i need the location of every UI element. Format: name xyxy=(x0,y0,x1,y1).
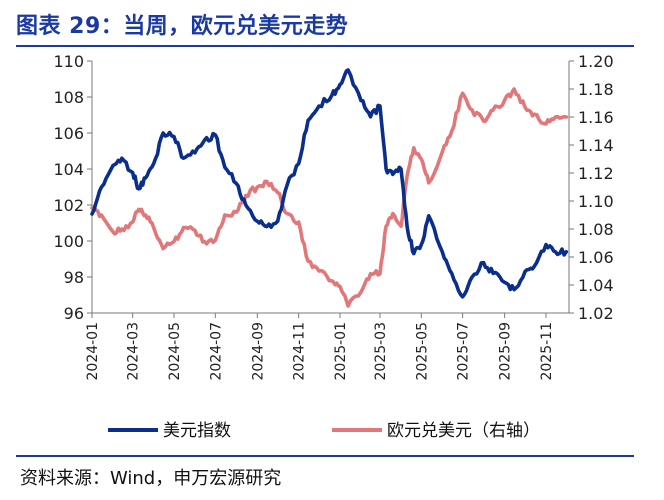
x-tick-label: 2024-05 xyxy=(167,322,183,381)
left-tick-label: 96 xyxy=(64,304,84,323)
legend-item-eurusd-label: 欧元兑美元（右轴） xyxy=(387,421,540,441)
source-note: 资料来源：Wind，申万宏源研究 xyxy=(20,468,282,489)
x-tick-label: 2025-05 xyxy=(414,322,430,381)
left-tick-label: 108 xyxy=(53,88,84,107)
series-line-dxy xyxy=(90,68,569,299)
x-tick-label: 2025-07 xyxy=(456,322,472,381)
left-axis: 96 98 100 102 104 106 108 110 xyxy=(53,52,92,323)
right-tick-label: 1.18 xyxy=(578,80,614,99)
x-axis: 2024-01 2024-03 2024-05 2024-07 2024-09 2024-… xyxy=(85,313,555,381)
left-tick-label: 98 xyxy=(64,268,84,287)
right-tick-label: 1.08 xyxy=(578,220,614,239)
right-tick-label: 1.02 xyxy=(578,304,614,323)
right-tick-label: 1.12 xyxy=(578,164,614,183)
footer-divider xyxy=(16,455,634,457)
x-tick-label: 2025-03 xyxy=(373,322,389,381)
right-tick-label: 1.20 xyxy=(578,52,614,71)
x-tick-label: 2025-01 xyxy=(333,322,349,381)
series-lines xyxy=(90,68,569,308)
series-line-eurusd xyxy=(90,87,569,308)
right-tick-label: 1.16 xyxy=(578,108,614,127)
title-divider xyxy=(16,45,634,47)
plot-frame xyxy=(91,61,570,314)
right-tick-label: 1.06 xyxy=(578,248,614,267)
page-title: 图表 29：当周，欧元兑美元走势 xyxy=(16,14,349,39)
legend: 美元指数 欧元兑美元（右轴） xyxy=(108,421,540,441)
left-tick-label: 100 xyxy=(53,232,84,251)
left-tick-label: 110 xyxy=(53,52,84,71)
left-tick-label: 102 xyxy=(53,196,84,215)
x-tick-label: 2025-09 xyxy=(498,322,514,381)
x-tick-label: 2024-01 xyxy=(85,322,101,381)
left-tick-label: 106 xyxy=(53,124,84,143)
legend-item-dxy-label: 美元指数 xyxy=(163,421,231,441)
x-tick-label: 2024-07 xyxy=(208,322,224,381)
right-tick-label: 1.04 xyxy=(578,276,614,295)
left-tick-label: 104 xyxy=(53,160,84,179)
x-tick-label: 2024-09 xyxy=(250,322,266,381)
x-tick-label: 2024-03 xyxy=(126,322,142,381)
x-tick-label: 2024-11 xyxy=(292,322,308,381)
x-tick-label: 2025-11 xyxy=(539,322,555,381)
right-tick-label: 1.10 xyxy=(578,192,614,211)
right-tick-label: 1.14 xyxy=(578,136,614,155)
right-axis: 1.02 1.04 1.06 1.08 1.10 1.12 1.14 1.16 1.18 1.20 xyxy=(569,52,614,323)
